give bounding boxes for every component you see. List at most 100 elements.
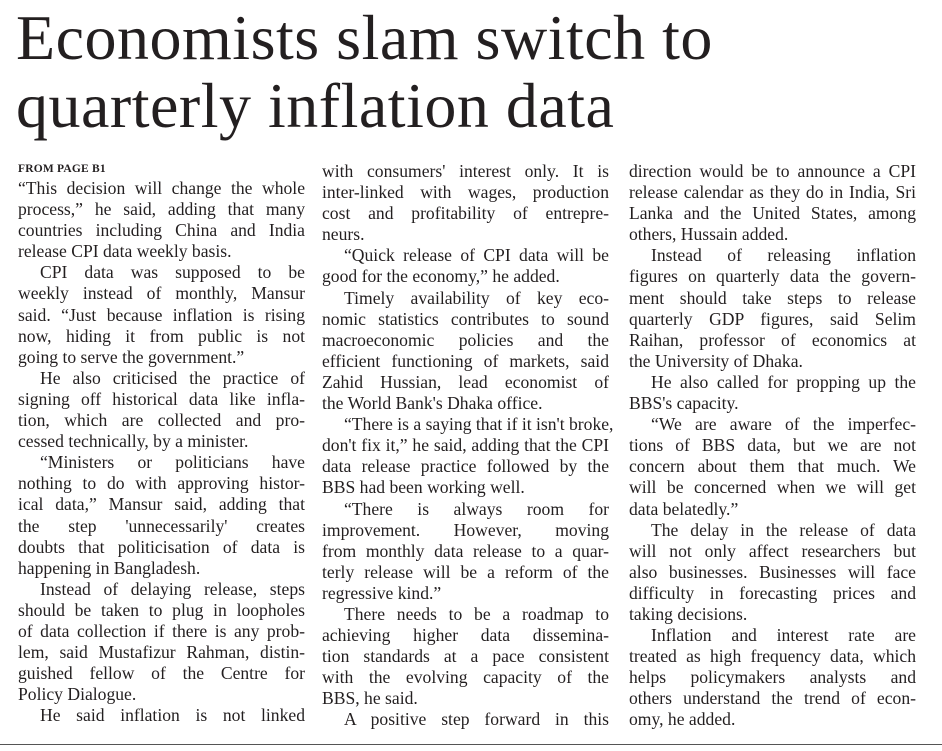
text-line: Policy Dialogue. <box>18 684 137 705</box>
text-line: happening in Bangladesh. <box>18 557 201 578</box>
text-line: with the evolving capacity of the <box>322 667 609 688</box>
text-line: tion, which are collected and pro- <box>18 410 305 431</box>
text-line: will be concerned when we will get <box>629 477 916 498</box>
text-line: taking decisions. <box>629 603 748 624</box>
text-line: figures on quarterly data the govern- <box>629 266 916 287</box>
continued-from-label: FROM PAGE B1 <box>18 163 106 175</box>
paragraph: CPI data was supposed to be weekly instea… <box>18 262 305 367</box>
text-line: “This decision will change the whole <box>18 178 305 198</box>
paragraph: There needs to be a roadmap to achieving … <box>322 604 609 709</box>
text-line: Zahid Hussian, lead economist of <box>322 371 609 392</box>
text-line: the step 'unnecessarily' creates <box>18 515 305 536</box>
headline: Economists slam switch to quarterly infl… <box>16 2 713 141</box>
text-line: quarterly GDP figures, said Selim <box>629 308 916 329</box>
text-line: treated as high frequency data, which <box>629 646 916 667</box>
text-line: A positive step forward in this <box>344 709 609 730</box>
text-line: There needs to be a roadmap to <box>344 603 609 624</box>
text-line: doubts that politicisation of data is <box>18 536 305 557</box>
text-line: data release practice followed by the <box>322 456 609 477</box>
text-line: Inflation and interest rate are <box>651 625 916 646</box>
text-line: BBS's capacity. <box>629 393 739 414</box>
text-line: nothing to do with approving histor- <box>18 473 305 494</box>
text-line: efficient functioning of markets, said <box>322 350 609 371</box>
article-column-1: FROM PAGE B1 “This decision will change … <box>18 161 305 726</box>
paragraph: Instead of delaying release, steps should… <box>18 579 305 706</box>
paragraph: “There is a saying that if it isn't brok… <box>322 414 613 498</box>
text-line: BBS, he said. <box>322 688 418 709</box>
text-line: others understand the trend of econ- <box>629 688 916 709</box>
text-line: ical data,” Mansur said, adding that <box>18 494 305 515</box>
text-line: signing off historical data like infla- <box>18 388 305 409</box>
text-line: He said inflation is not linked <box>40 705 305 726</box>
text-line: difficulty in forecasting prices and <box>629 582 916 603</box>
text-line: direction would be to announce a CPI <box>629 161 916 181</box>
paragraph: with consumers' interest only. It is inte… <box>322 161 609 245</box>
text-line: “We are aware of the imperfec- <box>651 414 916 435</box>
text-line: cessed technically, by a minister. <box>18 431 249 452</box>
paragraph: “This decision will change the whole proc… <box>18 178 305 262</box>
paragraph: Timely availability of key eco-nomic sta… <box>322 288 609 415</box>
paragraph: He also criticised the practice of signin… <box>18 368 305 452</box>
text-line: lem, said Mustafizur Rahman, distin- <box>18 642 305 663</box>
text-line: omy, he added. <box>629 709 736 730</box>
text-line: The delay in the release of data <box>651 519 916 540</box>
text-line: Instead of releasing inflation <box>651 245 916 266</box>
text-line: nomic statistics contributes to sound <box>322 308 609 329</box>
text-line: concern about them that much. We <box>629 456 916 477</box>
paragraph: “We are aware of the imperfec-tions of B… <box>629 414 916 519</box>
text-line: cost and profitability of entrepre- <box>322 203 609 224</box>
text-line: BBS had been working well. <box>322 477 525 498</box>
paragraph: He said inflation is not linked <box>18 705 305 726</box>
text-line: regressive kind.” <box>322 582 442 603</box>
text-line: Timely availability of key eco- <box>344 287 609 308</box>
text-line: now, hiding it from public is not <box>18 325 305 346</box>
text-line: going to serve the government.” <box>18 346 245 367</box>
text-line: Lanka and the United States, among <box>629 203 916 224</box>
text-line: terly release will be a reform of the <box>322 561 609 582</box>
text-line: should be taken to plug in loopholes <box>18 599 305 620</box>
text-line: from monthly data release to a quar- <box>322 540 609 561</box>
article-column-2: with consumers' interest only. It is inte… <box>322 161 613 731</box>
text-line: don't fix it,” he said, adding that the … <box>322 435 609 456</box>
text-line: of data collection if there is any prob- <box>18 620 305 641</box>
text-line: the World Bank's Dhaka office. <box>322 393 543 414</box>
text-line: others, Hussain added. <box>629 224 789 245</box>
text-line: He also called for propping up the <box>651 371 916 392</box>
text-line: “There is always room for <box>344 498 609 519</box>
text-line: achieving higher data dissemina- <box>322 625 609 646</box>
text-line: “Ministers or politicians have <box>40 452 305 473</box>
text-line: also businesses. Businesses will face <box>629 561 916 582</box>
bottom-rule <box>0 744 942 745</box>
paragraph: direction would be to announce a CPI rele… <box>629 161 916 245</box>
paragraph: The delay in the release of data will not… <box>629 520 916 625</box>
paragraph: A positive step forward in this <box>322 709 609 730</box>
text-line: helps policymakers analysts and <box>629 667 916 688</box>
text-line: He also criticised the practice of <box>40 367 305 388</box>
article-column-3: direction would be to announce a CPI rele… <box>629 161 916 731</box>
text-line: process,” he said, adding that many <box>18 199 305 220</box>
text-line: CPI data was supposed to be <box>40 262 305 283</box>
text-line: guished fellow of the Centre for <box>18 663 305 684</box>
text-line: with consumers' interest only. It is <box>322 161 609 181</box>
text-line: inter-linked with wages, production <box>322 182 609 203</box>
paragraph: “There is always room for improvement. Ho… <box>322 499 609 604</box>
text-line: tions of BBS data, but we are not <box>629 435 916 456</box>
text-line: will not only affect researchers but <box>629 540 916 561</box>
text-line: ment should take steps to release <box>629 287 916 308</box>
text-line: data belatedly.” <box>629 498 739 519</box>
text-line: weekly instead of monthly, Mansur <box>18 283 305 304</box>
text-line: improvement. However, moving <box>322 519 609 540</box>
paragraph: Instead of releasing inflation figures on… <box>629 245 916 372</box>
text-line: macroeconomic policies and the <box>322 329 609 350</box>
text-line: release calendar as they do in India, Sr… <box>629 182 916 203</box>
paragraph: “Ministers or politicians have nothing to… <box>18 452 305 579</box>
text-line: Raihan, professor of economics at <box>629 329 916 350</box>
text-line: “Quick release of CPI data will be <box>344 245 609 266</box>
text-line: tion standards at a pace consistent <box>322 646 609 667</box>
text-line: Instead of delaying release, steps <box>40 578 305 599</box>
paragraph: Inflation and interest rate are treated a… <box>629 625 916 730</box>
text-line: the University of Dhaka. <box>629 350 803 371</box>
paragraph: He also called for propping up the BBS's … <box>629 372 916 414</box>
text-line: good for the economy,” he added. <box>322 266 560 287</box>
text-line: countries including China and India <box>18 220 305 241</box>
